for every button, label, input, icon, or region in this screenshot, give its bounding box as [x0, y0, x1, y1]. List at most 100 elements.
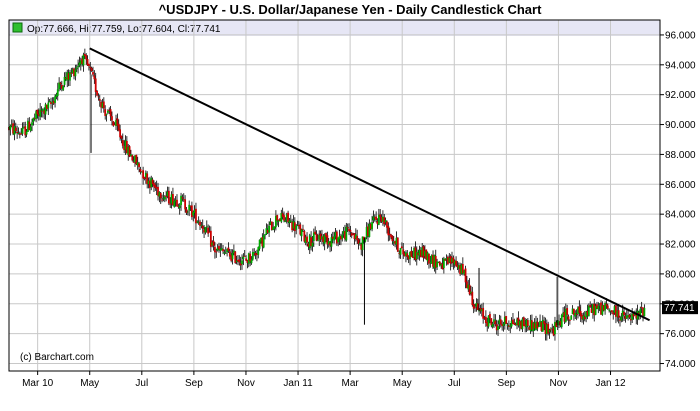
candle-body — [447, 256, 449, 265]
candle-body — [102, 101, 105, 109]
candle-body — [479, 308, 482, 311]
candle-body — [510, 320, 513, 327]
candle-body — [322, 236, 325, 243]
candle-body — [617, 310, 620, 318]
candle-body — [413, 247, 415, 258]
candle-body — [231, 252, 234, 260]
candle-body — [471, 291, 474, 306]
candle-body — [92, 72, 94, 75]
candle-body — [94, 78, 97, 92]
candle-body — [334, 232, 337, 237]
candle-body — [246, 260, 249, 263]
candle-body — [306, 236, 308, 243]
candle-body — [227, 247, 230, 251]
candle-body — [249, 253, 252, 262]
candle-body — [241, 260, 243, 265]
candle-body — [319, 233, 322, 240]
candle-body — [136, 162, 139, 166]
candle-body — [150, 178, 153, 187]
candle-body — [276, 215, 279, 221]
candle-body — [382, 216, 384, 222]
candle-body — [123, 146, 126, 151]
candle-body — [352, 234, 355, 236]
candle-body — [432, 254, 434, 267]
candle-body — [345, 226, 348, 241]
candle-body — [384, 220, 387, 223]
candle-body — [77, 65, 79, 68]
candle-body — [470, 291, 472, 294]
candle-body — [33, 117, 36, 119]
candle-body — [357, 239, 360, 244]
candle-body — [358, 242, 361, 244]
candle-body — [533, 323, 536, 329]
candle-body — [591, 304, 594, 313]
candle-body — [296, 225, 299, 227]
candle-body — [489, 313, 491, 319]
candle-body — [396, 237, 399, 252]
candle-body — [318, 235, 321, 240]
candle-body — [558, 320, 560, 322]
x-tick-label: Jan 12 — [596, 378, 626, 389]
candle-body — [364, 237, 367, 242]
candle-body — [520, 321, 522, 329]
candle-body — [188, 204, 191, 211]
y-tick-label: 82.000 — [665, 240, 696, 251]
x-tick-label: May — [393, 378, 412, 389]
candle-body — [151, 179, 154, 185]
candle-body — [109, 109, 112, 117]
candle-body — [311, 242, 314, 247]
candle-body — [299, 224, 302, 235]
candle-body — [163, 196, 166, 200]
candle-body — [499, 319, 502, 325]
candle-body — [461, 263, 464, 273]
candle-body — [265, 228, 268, 235]
candle-body — [203, 229, 205, 233]
candle-body — [517, 317, 520, 326]
candle-body — [20, 133, 23, 134]
candle-body — [195, 208, 197, 224]
candle-body — [509, 325, 512, 327]
candle-body — [243, 255, 246, 257]
candle-body — [531, 320, 533, 330]
candle-body — [514, 324, 517, 325]
candle-body — [304, 237, 307, 243]
candle-body — [105, 113, 108, 115]
candle-body — [64, 77, 67, 79]
candle-body — [518, 320, 521, 326]
candle-body — [383, 217, 386, 225]
candle-body — [159, 192, 162, 199]
candle-body — [39, 109, 42, 117]
candle-body — [390, 234, 392, 238]
candle-body — [70, 72, 73, 74]
candle-body — [551, 328, 554, 329]
candle-body — [192, 212, 195, 216]
candle-body — [472, 304, 475, 309]
candle-body — [256, 253, 258, 256]
candle-body — [361, 236, 364, 251]
candle-body — [436, 261, 438, 268]
candle-body — [298, 225, 300, 227]
x-tick-label: Jan 11 — [283, 378, 313, 389]
candle-body — [18, 134, 21, 135]
candle-body — [242, 256, 245, 260]
candle-body — [140, 171, 143, 173]
candle-body — [497, 326, 499, 330]
candle-body — [189, 206, 192, 207]
candle-body — [96, 90, 98, 96]
candle-body — [494, 320, 497, 325]
candle-body — [631, 313, 634, 320]
candle-body — [522, 317, 525, 327]
y-tick-label: 90.000 — [665, 120, 696, 131]
candle-body — [247, 253, 250, 264]
candle-body — [354, 234, 357, 239]
candle-body — [31, 122, 33, 126]
candle-body — [90, 67, 93, 72]
up-legend-swatch — [12, 22, 23, 33]
candle-body — [552, 327, 555, 336]
candle-body — [75, 67, 78, 70]
candle-body — [506, 324, 509, 326]
candle-body — [224, 252, 227, 254]
candle-body — [158, 192, 161, 197]
candle-body — [540, 322, 543, 331]
y-tick-label: 76.000 — [665, 329, 696, 340]
